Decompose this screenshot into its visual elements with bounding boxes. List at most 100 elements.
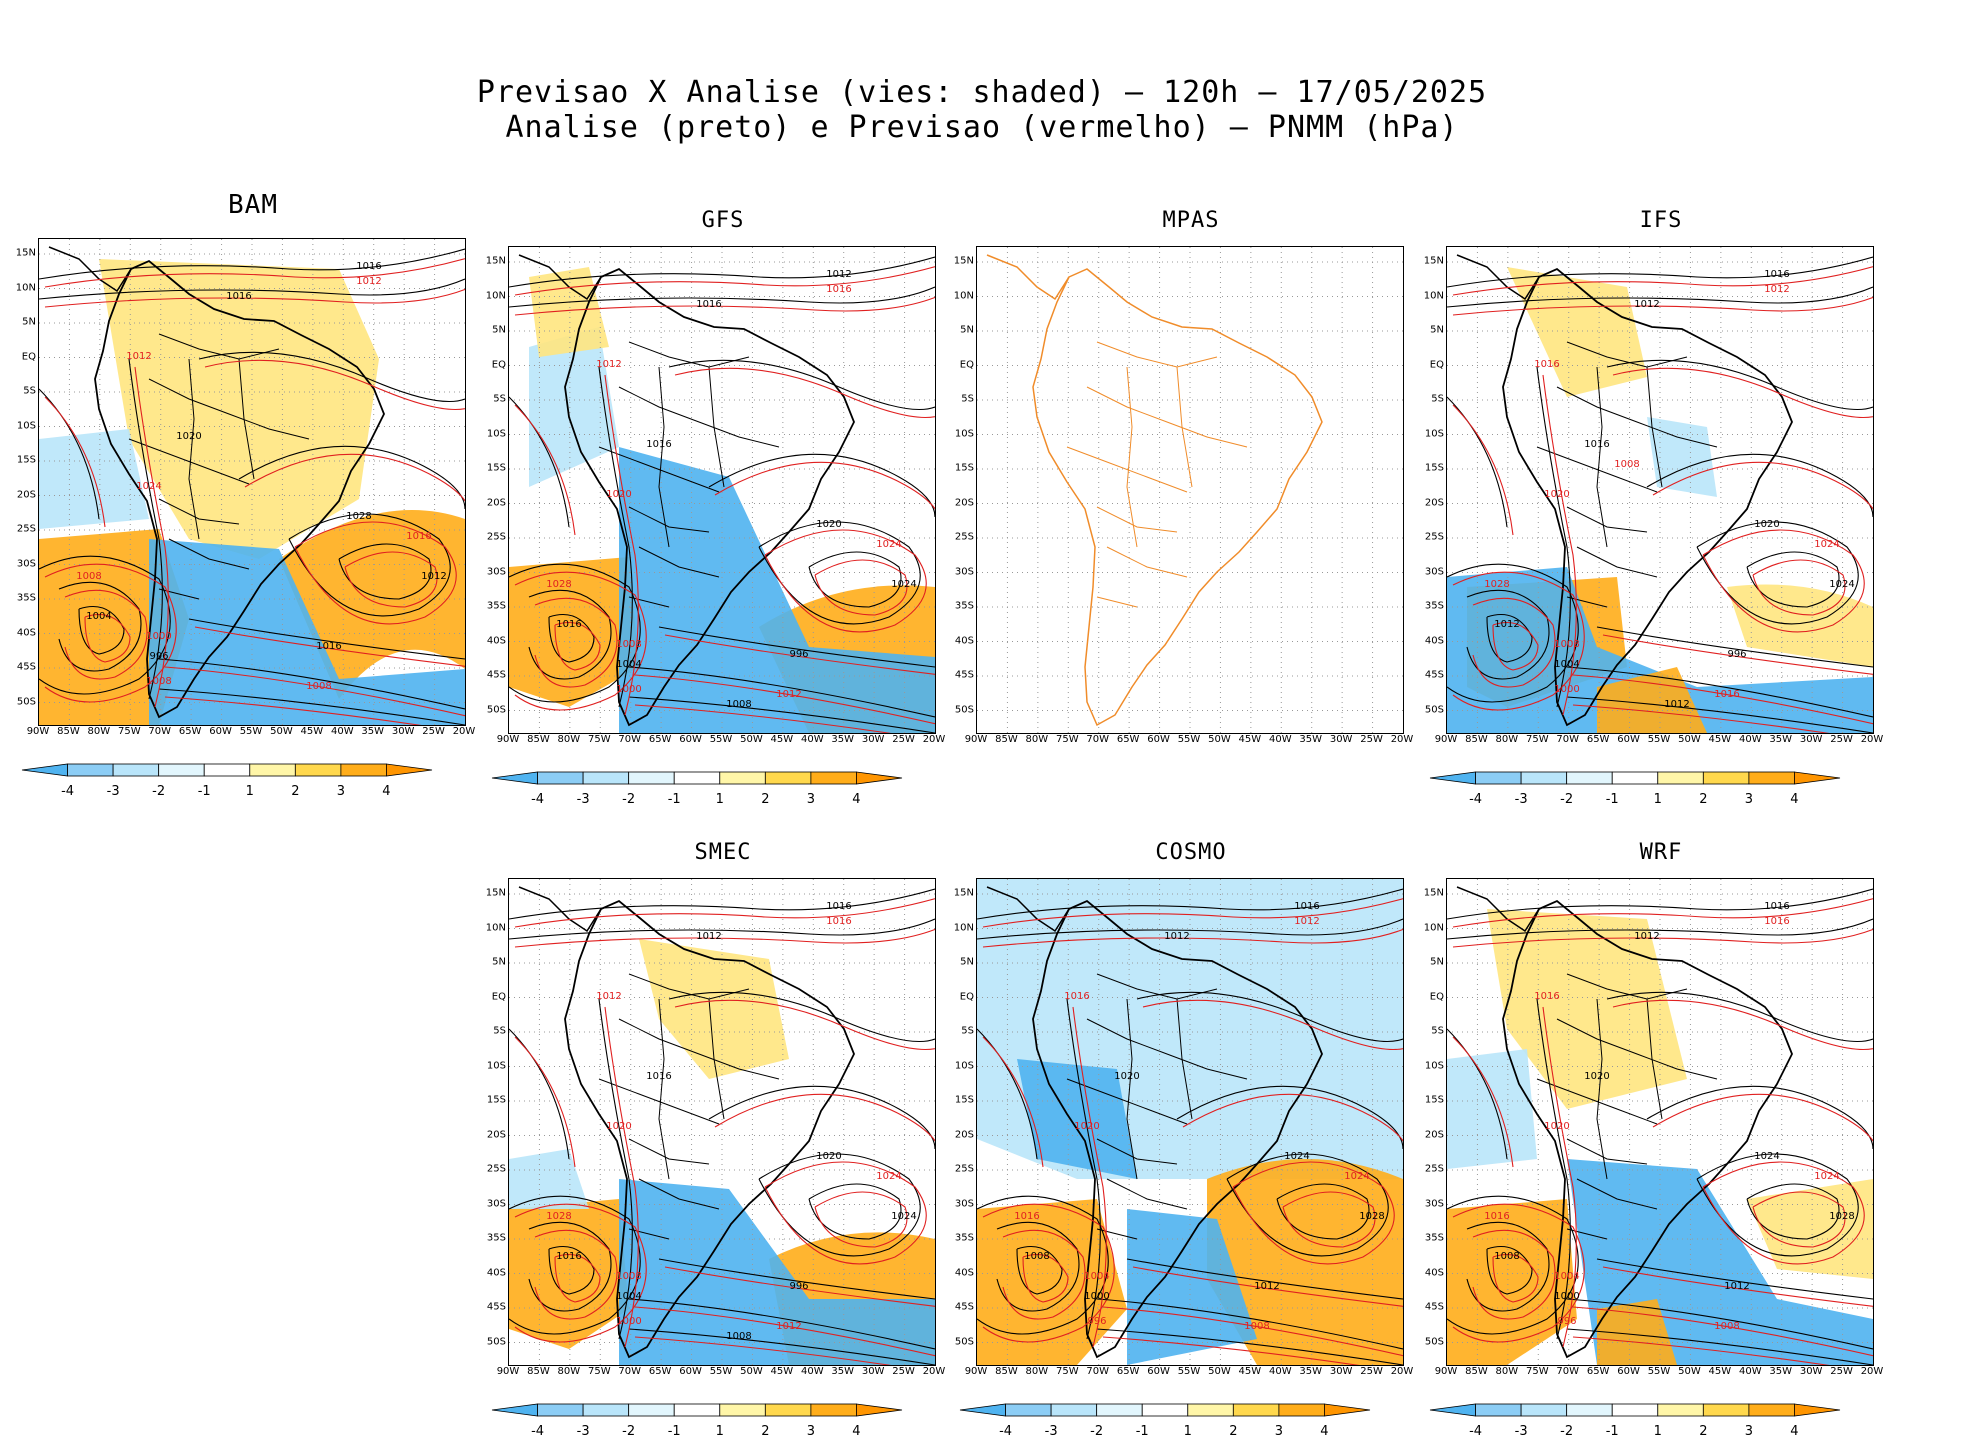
colorbar-segment xyxy=(1748,771,1795,785)
analysis-isobar xyxy=(509,396,570,528)
colorbar-bam: -4 -3 -2 -1 1 2 3 4 xyxy=(12,762,442,802)
colorbar-label: -2 xyxy=(622,792,636,807)
latitude-tick: 5N xyxy=(960,956,974,968)
forecast-isobar xyxy=(1572,704,1830,733)
analysis-isobar xyxy=(1016,1245,1063,1295)
forecast-isobar xyxy=(1452,1036,1514,1168)
longitude-tick: 90W xyxy=(1434,1366,1458,1377)
forecast-isobar xyxy=(164,696,422,725)
forecast-isobar xyxy=(514,404,576,536)
analysis-isobar xyxy=(528,1221,612,1312)
longitude-tick: 35W xyxy=(1299,1366,1323,1377)
forecast-isobar xyxy=(714,1093,935,1142)
analysis-isobar xyxy=(58,581,142,672)
longitude-tick: 25W xyxy=(1830,734,1853,745)
colorbar-segment xyxy=(719,771,766,785)
analysis-isobar-label: 1020 xyxy=(1114,1071,1139,1082)
country-border xyxy=(1096,1138,1178,1165)
colorbar-label: 3 xyxy=(1274,1424,1284,1439)
country-border xyxy=(1566,973,1688,1000)
latitude-tick: 50S xyxy=(486,1336,506,1347)
analysis-isobar xyxy=(548,1245,595,1295)
analysis-isobar xyxy=(1646,453,1873,518)
latitude-tick: 15S xyxy=(486,1094,506,1106)
forecast-isobar xyxy=(1282,1191,1376,1248)
analysis-isobar-label: 1024 xyxy=(891,1211,916,1222)
country-border xyxy=(1596,998,1608,1180)
colorbar-segment xyxy=(582,771,630,785)
latitude-tick: 5N xyxy=(960,324,974,336)
colorbar-segment xyxy=(1657,771,1704,785)
analysis-isobar xyxy=(1447,286,1873,308)
analysis-isobar xyxy=(39,248,465,280)
forecast-isobar xyxy=(204,359,465,411)
forecast-isobar-label: 1028 xyxy=(546,1211,571,1222)
analysis-isobar xyxy=(1536,998,1571,1340)
latitude-tick: 40S xyxy=(486,1267,506,1278)
latitude-tick: 10N xyxy=(15,282,36,293)
latitude-tick: 50S xyxy=(1424,1336,1444,1347)
analysis-isobar xyxy=(509,256,935,288)
country-border xyxy=(1556,1018,1718,1080)
forecast-isobar-label: 1016 xyxy=(1014,1211,1039,1222)
forecast-isobar xyxy=(1602,634,1873,675)
longitude-tick: 80W xyxy=(557,1366,581,1377)
forecast-isobar-label: 1016 xyxy=(1534,359,1559,370)
longitude-tick: 70W xyxy=(1086,734,1110,745)
longitude-tick: 20W xyxy=(922,734,946,745)
country-border xyxy=(1536,446,1658,493)
longitude-tick: 55W xyxy=(1177,734,1201,745)
analysis-isobar xyxy=(1696,521,1859,625)
analysis-isobar xyxy=(1447,396,1508,528)
latitude-tick: EQ xyxy=(959,359,974,370)
longitude-tick: 45W xyxy=(1708,1366,1732,1377)
forecast-isobar xyxy=(1652,461,1873,510)
colorbar-segment xyxy=(1566,1403,1613,1417)
forecast-isobar xyxy=(244,453,465,502)
colorbar-segment xyxy=(673,1403,721,1417)
coastline xyxy=(564,899,855,1359)
forecast-isobar-label: 1012 xyxy=(596,359,621,370)
colorbar-label: 3 xyxy=(806,792,816,807)
latitude-tick: 25S xyxy=(1424,1163,1444,1175)
country-border xyxy=(618,1018,780,1080)
forecast-isobar xyxy=(1022,1253,1069,1303)
colorbar-label: 4 xyxy=(1790,1424,1799,1439)
bias-area-lightwarm xyxy=(639,939,789,1079)
latitude-tick: 30S xyxy=(1424,1198,1444,1209)
colorbar-label: -3 xyxy=(576,1424,590,1439)
colorbar-segment xyxy=(1278,1403,1325,1417)
analysis-isobar-label: 1012 xyxy=(1664,699,1689,710)
latitude-tick: 25S xyxy=(954,1163,974,1175)
forecast-isobar-label: 1016 xyxy=(1764,916,1789,927)
colorbar-ifs: -4 -3 -2 -1 1 2 3 4 xyxy=(1420,770,1850,810)
forecast-isobar-label: 1008 xyxy=(76,571,101,582)
latitude-axis-gfs: 15N 10N 5N EQ 5S 10S 15S 20S 25S 30S 35S 40S 45S 50S xyxy=(470,246,506,732)
longitude-tick: 60W xyxy=(1147,1366,1170,1377)
forecast-isobar xyxy=(534,597,618,688)
bias-area-lightwarm xyxy=(99,259,379,559)
latitude-axis-mpas: 15N 10N 5N EQ 5S 10S 15S 20S 25S 30S 35S 40S 45S 50S xyxy=(938,246,974,732)
colorbar-label: -4 xyxy=(1469,1424,1483,1439)
analysis-isobar-label: 1012 xyxy=(1254,1281,1279,1292)
coastline-central-america xyxy=(986,886,1070,933)
country-border xyxy=(628,973,750,1000)
longitude-tick: 25W xyxy=(892,734,915,745)
latitude-axis-cosmo: 15N 10N 5N EQ 5S 10S 15S 20S 25S 30S 35S 40S 45S 50S xyxy=(938,878,974,1364)
forecast-isobar-label: 1008 xyxy=(1554,639,1579,650)
country-border xyxy=(638,1178,720,1210)
latitude-tick: 35S xyxy=(486,600,506,612)
analysis-isobar xyxy=(288,513,451,617)
colorbar-label: 1 xyxy=(715,1424,724,1439)
colorbar-segment xyxy=(21,763,68,777)
colorbar-segment xyxy=(537,771,584,785)
colorbar-label: 3 xyxy=(336,784,346,799)
analysis-isobar xyxy=(1447,1195,1579,1335)
latitude-tick: 50S xyxy=(1424,704,1444,715)
panel-title-cosmo: COSMO xyxy=(1155,840,1227,865)
forecast-isobar xyxy=(604,1006,639,1348)
panel-smec: SMEC 1016 1016 1012 1012 1016 1020 1020 1024 1024… xyxy=(470,840,946,1439)
latitude-tick: 5S xyxy=(961,1025,974,1037)
longitude-tick: 70W xyxy=(1556,1366,1580,1377)
latitude-tick: 45S xyxy=(1424,1301,1444,1313)
